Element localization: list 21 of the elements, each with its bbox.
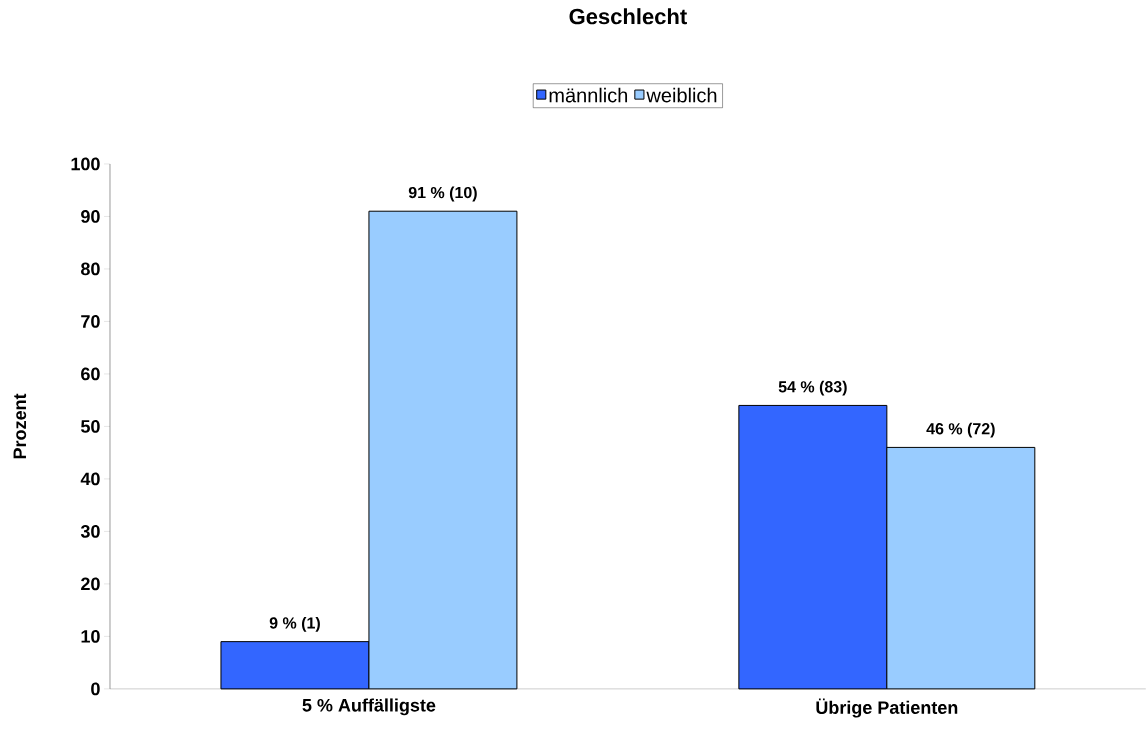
legend-label: weiblich [646, 87, 717, 103]
y-tick-label: 40 [80, 472, 100, 486]
y-tick-label: 100 [71, 157, 100, 171]
y-tick-label: 10 [81, 630, 100, 643]
data-label: 54 % (83) [778, 380, 847, 396]
data-label: 91 % (10) [408, 186, 477, 202]
y-tick-label: 50 [80, 420, 100, 433]
y-tick-label: 60 [81, 367, 100, 381]
y-tick-label: 90 [81, 210, 100, 223]
legend-label: männlich [549, 87, 628, 103]
y-tick-label: 80 [81, 262, 100, 276]
data-label: 46 % (72) [926, 422, 995, 438]
y-tick-label: 0 [91, 682, 100, 696]
y-axis-title: Prozent [13, 393, 27, 459]
x-tick-label: Übrige Patienten [816, 698, 958, 718]
y-tick-label: 70 [81, 315, 100, 328]
y-tick-label: 20 [81, 577, 100, 591]
data-label: 9 % (1) [269, 616, 320, 632]
y-tick-label: 30 [80, 525, 100, 538]
chart-title: Geschlecht [569, 8, 687, 25]
x-tick-label: 5 % Auffälligste [302, 698, 436, 716]
